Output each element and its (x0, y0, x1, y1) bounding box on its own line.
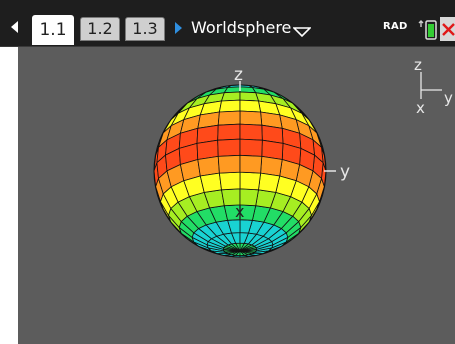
sphere-patch (197, 155, 220, 177)
sphere-patch (220, 91, 241, 102)
tab-1-2[interactable]: 1.2 (80, 17, 120, 41)
sphere-patch (199, 172, 222, 193)
y-axis-label: y (340, 162, 350, 182)
3d-graph-area[interactable]: z y x z y x (18, 47, 455, 344)
sphere-patch (239, 110, 263, 126)
tab-1-3[interactable]: 1.3 (125, 17, 165, 41)
close-icon[interactable] (440, 17, 455, 41)
sphere-patch (217, 110, 241, 126)
3d-graph-canvas[interactable]: z y x z y x (18, 47, 455, 344)
orientation-indicator (420, 72, 442, 99)
sphere-patch (218, 171, 241, 191)
dropdown-triangle-icon[interactable] (293, 27, 311, 37)
sphere-patch (218, 99, 241, 113)
sphere-patch (239, 171, 262, 191)
battery-icon (418, 20, 437, 40)
sphere-surface (153, 84, 327, 258)
sphere-patch (260, 155, 283, 177)
x-axis-label: x (235, 202, 244, 221)
z-axis-label: z (234, 65, 243, 85)
document-title[interactable]: Worldsphere (191, 18, 292, 37)
sphere-patch (239, 99, 262, 113)
plot-axes (239, 81, 336, 219)
sphere-patch (217, 138, 241, 157)
prev-page-arrow-icon[interactable] (11, 21, 18, 33)
sphere-patch (239, 154, 263, 174)
sphere-patch (239, 138, 263, 157)
orientation-z-label: z (414, 56, 422, 74)
sphere-patch (217, 123, 241, 141)
sphere-patch (239, 91, 260, 102)
sphere-patch (258, 172, 281, 193)
next-page-arrow-icon[interactable] (175, 22, 182, 34)
orientation-x-label: x (416, 99, 425, 117)
top-toolbar: 1.1 1.2 1.3 Worldsphere RAD (0, 0, 455, 47)
tab-1-1[interactable]: 1.1 (32, 15, 74, 45)
sphere-patch (239, 123, 263, 141)
orientation-y-label: y (444, 89, 453, 107)
sphere-patch (217, 154, 241, 174)
angle-mode-indicator: RAD (383, 21, 408, 32)
